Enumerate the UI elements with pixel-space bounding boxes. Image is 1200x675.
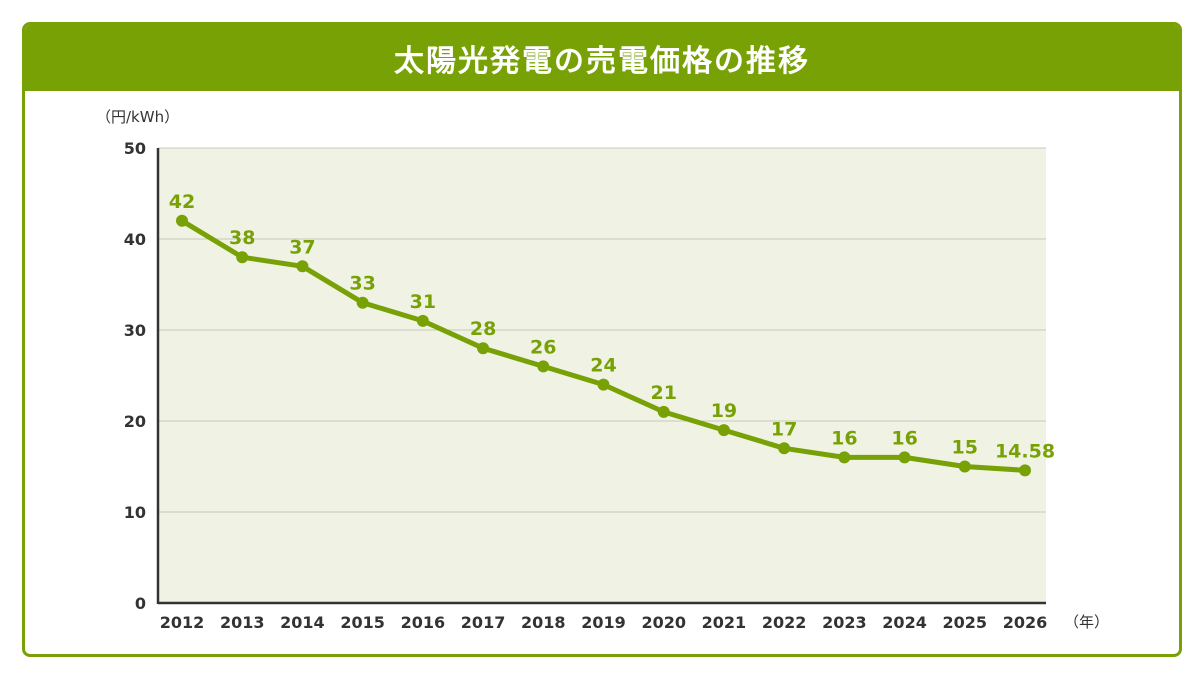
data-label: 16 (891, 427, 917, 449)
x-tick-label: 2018 (521, 613, 566, 632)
data-point (898, 451, 911, 464)
data-label: 16 (831, 427, 857, 449)
x-tick-label: 2020 (641, 613, 686, 632)
x-tick-label: 2015 (340, 613, 385, 632)
data-label: 21 (650, 382, 676, 404)
data-label: 38 (229, 227, 255, 249)
data-label: 28 (470, 318, 496, 340)
data-label: 14.58 (995, 440, 1055, 462)
y-tick-label: 50 (124, 139, 146, 158)
data-label: 31 (410, 291, 436, 313)
x-tick-label: 2016 (401, 613, 446, 632)
data-point (236, 251, 249, 264)
data-point (717, 424, 730, 437)
data-point (958, 460, 971, 473)
x-tick-label: 2021 (702, 613, 747, 632)
data-point (778, 442, 791, 455)
data-point (477, 342, 490, 355)
data-label: 17 (771, 418, 797, 440)
y-tick-label: 0 (135, 594, 146, 613)
x-tick-label: 2014 (280, 613, 325, 632)
data-point (537, 360, 550, 373)
x-tick-label: 2025 (943, 613, 988, 632)
data-point (296, 260, 309, 273)
data-label: 33 (349, 273, 375, 295)
plot-area (158, 148, 1046, 603)
x-axis-label: （年） (1064, 613, 1109, 631)
data-point (176, 214, 188, 227)
y-tick-label: 30 (124, 321, 146, 340)
data-label: 19 (711, 400, 737, 422)
data-point (657, 405, 670, 418)
data-point (597, 378, 610, 391)
y-axis-label: （円/kWh） (96, 108, 179, 126)
x-tick-label: 2012 (160, 613, 205, 632)
data-label: 37 (289, 236, 315, 258)
x-tick-label: 2022 (762, 613, 807, 632)
y-tick-label: 20 (124, 412, 146, 431)
chart-title: 太陽光発電の売電価格の推移 (394, 44, 810, 79)
x-tick-label: 2019 (581, 613, 626, 632)
data-label: 26 (530, 336, 556, 358)
y-tick-label: 40 (124, 230, 146, 249)
x-tick-label: 2024 (882, 613, 927, 632)
data-point (356, 296, 369, 309)
x-tick-label: 2023 (822, 613, 867, 632)
y-tick-label: 10 (124, 503, 146, 522)
x-tick-label: 2013 (220, 613, 265, 632)
data-point (416, 314, 429, 327)
x-tick-label: 2017 (461, 613, 506, 632)
x-tick-label: 2026 (1003, 613, 1048, 632)
data-label: 15 (952, 437, 978, 459)
data-label: 42 (169, 191, 195, 213)
data-point (838, 451, 851, 464)
data-point (1019, 464, 1031, 477)
data-label: 24 (590, 355, 616, 377)
chart-header: 太陽光発電の売電価格の推移 (25, 25, 1179, 91)
